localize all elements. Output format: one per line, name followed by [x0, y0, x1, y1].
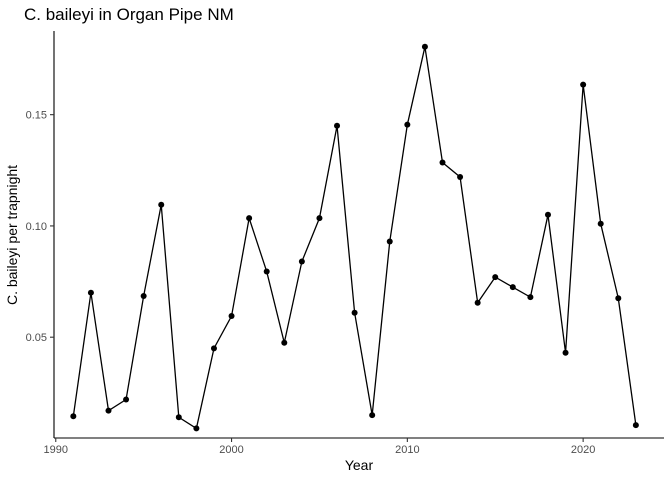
data-point	[298, 258, 305, 265]
data-point	[140, 293, 147, 300]
x-tick-label: 2010	[395, 444, 419, 456]
x-tick-label: 2000	[219, 444, 243, 456]
y-tick-label: 0.10	[26, 221, 47, 233]
data-point	[105, 407, 112, 414]
x-axis-title: Year	[345, 457, 374, 473]
data-point	[580, 81, 587, 88]
data-point	[386, 238, 393, 245]
data-point	[544, 211, 551, 218]
data-point	[334, 122, 341, 129]
data-point	[632, 422, 639, 429]
data-point	[474, 299, 481, 306]
data-point	[421, 43, 428, 50]
data-point	[246, 215, 253, 222]
y-axis-title: C. baileyi per trapnight	[4, 165, 20, 305]
chart-title: C. baileyi in Organ Pipe NM	[24, 5, 234, 24]
data-point	[210, 345, 217, 352]
data-point	[87, 289, 94, 296]
data-point	[263, 268, 270, 275]
data-point	[123, 396, 130, 403]
y-tick-label: 0.05	[26, 332, 47, 344]
x-tick-label: 2020	[571, 444, 595, 456]
y-tick-label: 0.15	[26, 110, 47, 122]
data-point	[281, 339, 288, 346]
series-line	[72, 46, 637, 430]
plot-area	[70, 43, 639, 432]
data-point	[492, 274, 499, 281]
data-point	[228, 313, 235, 320]
data-point	[439, 159, 446, 166]
data-point	[70, 413, 77, 420]
data-point	[597, 220, 604, 227]
data-point	[316, 215, 323, 222]
y-axis: 0.05 0.10 0.15	[26, 31, 55, 438]
data-point	[615, 295, 622, 302]
data-point	[193, 425, 200, 432]
x-tick-label: 1990	[44, 444, 68, 456]
data-point	[175, 414, 182, 421]
data-point	[351, 309, 358, 316]
data-point	[509, 284, 516, 291]
data-point	[457, 173, 464, 180]
data-point	[562, 349, 569, 356]
data-point	[158, 201, 165, 208]
data-point	[404, 121, 411, 128]
data-point	[369, 412, 376, 419]
data-point	[527, 294, 534, 301]
x-axis: 1990 2000 2010 2020	[44, 437, 664, 456]
